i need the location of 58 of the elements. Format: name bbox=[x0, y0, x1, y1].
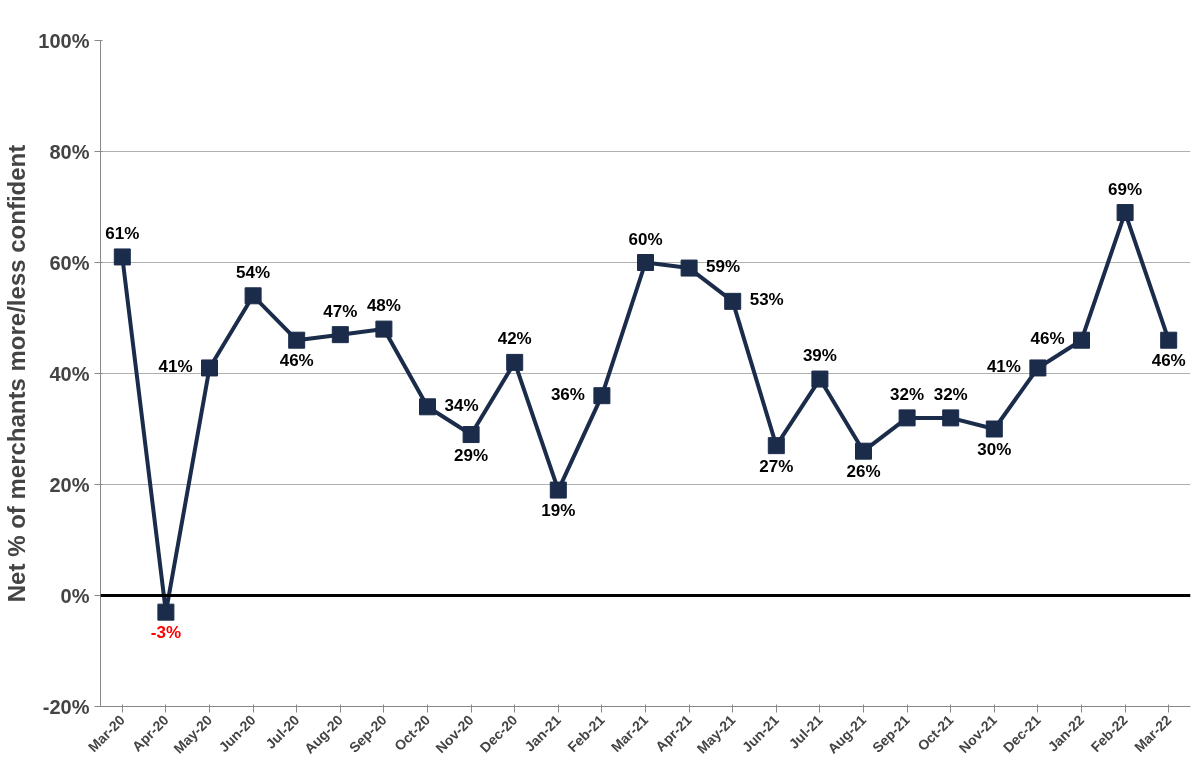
data-label: 61% bbox=[105, 223, 140, 243]
data-label: 53% bbox=[749, 290, 784, 310]
point bbox=[1029, 359, 1047, 377]
point bbox=[288, 331, 306, 349]
point bbox=[549, 481, 567, 499]
point bbox=[637, 254, 654, 271]
point bbox=[331, 326, 349, 344]
y-tick-label: 20% bbox=[49, 473, 90, 496]
data-label: 39% bbox=[802, 346, 837, 366]
data-label: 46% bbox=[1030, 329, 1065, 349]
point bbox=[113, 248, 131, 266]
point bbox=[1073, 331, 1090, 349]
y-tick-label: 40% bbox=[49, 362, 90, 385]
point bbox=[724, 292, 742, 310]
data-label: -3% bbox=[150, 623, 182, 643]
data-label: 34% bbox=[444, 395, 479, 415]
point bbox=[157, 603, 175, 621]
point bbox=[506, 353, 524, 371]
point bbox=[1160, 331, 1178, 349]
point bbox=[767, 437, 785, 455]
data-label: 27% bbox=[759, 456, 794, 476]
data-label: 29% bbox=[454, 445, 489, 465]
data-label: 59% bbox=[706, 257, 741, 277]
point bbox=[680, 259, 698, 277]
data-label: 36% bbox=[550, 384, 585, 404]
data-label: 48% bbox=[366, 296, 401, 316]
data-label: 32% bbox=[933, 384, 968, 404]
y-tick-label: 60% bbox=[49, 251, 90, 274]
point bbox=[898, 409, 916, 427]
data-label: 46% bbox=[279, 351, 314, 371]
point bbox=[855, 442, 872, 460]
data-label: 32% bbox=[890, 384, 925, 404]
y-tick-label: -20% bbox=[42, 695, 90, 718]
point bbox=[244, 287, 262, 305]
data-label: 19% bbox=[541, 501, 576, 521]
data-label: 42% bbox=[497, 329, 532, 349]
point bbox=[375, 320, 393, 338]
y-tick-label: 0% bbox=[60, 584, 90, 607]
data-label: 54% bbox=[236, 262, 271, 282]
data-label: 30% bbox=[977, 440, 1012, 459]
data-label: 41% bbox=[158, 356, 193, 376]
data-label: 41% bbox=[986, 356, 1021, 376]
point bbox=[419, 398, 436, 416]
point bbox=[462, 426, 480, 444]
data-label: 46% bbox=[1151, 351, 1186, 371]
data-label: 60% bbox=[628, 229, 663, 249]
data-label: 47% bbox=[323, 301, 358, 321]
point bbox=[593, 387, 611, 405]
y-tick-label: 80% bbox=[49, 140, 90, 163]
data-label: 69% bbox=[1108, 179, 1143, 199]
point bbox=[1116, 204, 1134, 222]
point bbox=[942, 409, 960, 427]
point bbox=[811, 370, 829, 388]
y-tick-label: 100% bbox=[38, 29, 90, 52]
y-axis-title: Net % of merchants more/less confident bbox=[3, 144, 31, 603]
data-label: 26% bbox=[846, 462, 881, 482]
point bbox=[985, 420, 1003, 438]
point bbox=[201, 359, 218, 377]
